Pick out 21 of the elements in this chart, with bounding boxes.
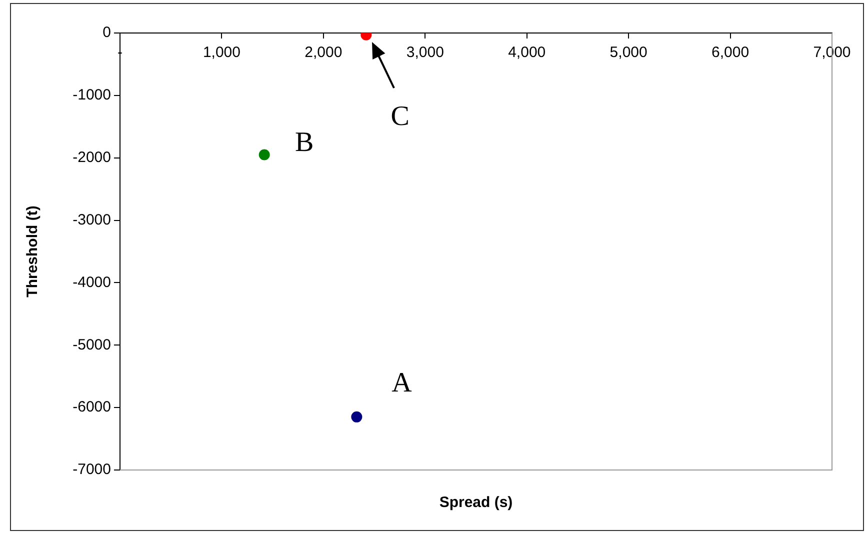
y-tick-label: -6000: [72, 398, 111, 416]
y-tick-label: 0: [102, 24, 111, 42]
x-tick-label: 5,000: [610, 44, 648, 62]
annotation: C: [390, 101, 410, 132]
y-axis-title: Threshold (t): [24, 206, 42, 298]
x-tick-label: 3,000: [406, 44, 444, 62]
y-tick-label: -3000: [72, 211, 111, 228]
point: [351, 411, 362, 422]
y-tick-label: -5000: [72, 336, 111, 354]
y-tick-label: -4000: [72, 274, 111, 291]
point: [258, 149, 270, 160]
y-tick-label: -1000: [72, 86, 111, 104]
y-tick-label: -2000: [72, 149, 111, 166]
y-tick-label: -7000: [72, 461, 111, 478]
x-tick-label: 4,000: [508, 44, 546, 62]
x-tick-label: 6,000: [712, 44, 750, 62]
x-tick-label: 2,000: [304, 44, 342, 62]
x-tick-label: 1,000: [202, 44, 240, 62]
x-axis-title: Spread (s): [439, 494, 513, 512]
annotation: B: [294, 127, 314, 158]
annotation: A: [392, 367, 413, 398]
